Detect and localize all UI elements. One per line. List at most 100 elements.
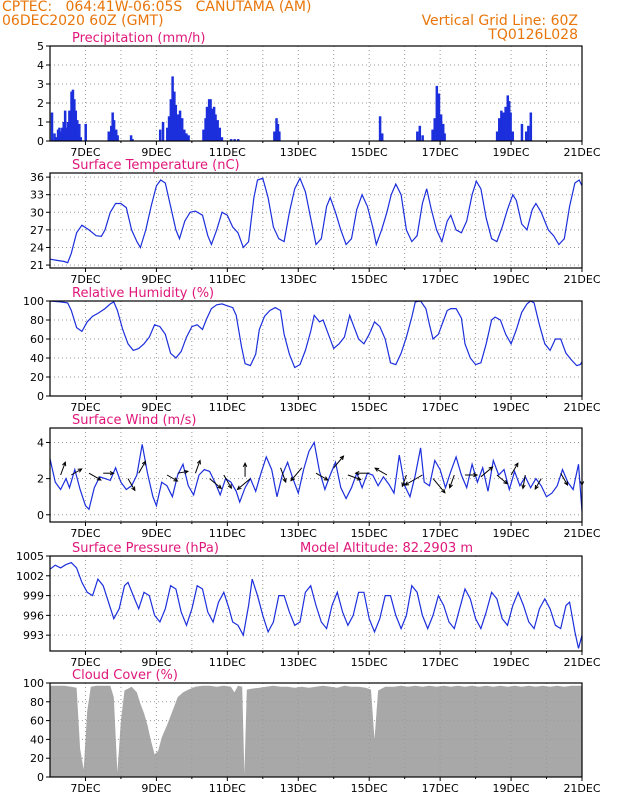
wind-vector (374, 467, 388, 476)
header-model-id: TQ0126L028 (488, 27, 578, 43)
precipitation-bar (378, 116, 382, 141)
wind-vector (449, 474, 455, 488)
precipitation-bar (443, 133, 446, 141)
wind-vector-head (96, 476, 102, 481)
wind-vector-head (282, 478, 287, 484)
precipitation-bar (54, 137, 58, 141)
precipitation-bar (416, 131, 419, 141)
precipitation-bar (171, 76, 174, 141)
wind-vector-head (503, 479, 509, 485)
pressure-ytick-label: 996 (23, 609, 44, 622)
precipitation-bar (204, 118, 207, 141)
wind-vector-head (404, 481, 410, 486)
cloud-cover-xtick-label: 15DEC (351, 782, 388, 795)
precipitation-bar (229, 139, 233, 141)
precipitation-bar (500, 110, 503, 141)
temperature-xtick-label: 17DEC (422, 273, 459, 286)
humidity-ytick-label: 80 (30, 314, 44, 327)
wind-vector-head (173, 477, 179, 482)
wind-vector (480, 466, 493, 478)
precipitation-ytick-label: 1 (37, 116, 44, 129)
wind-vector-head (227, 484, 232, 490)
wind-vector-head (534, 484, 539, 491)
wind-vector (510, 462, 519, 476)
pressure-xtick-label: 17DEC (422, 656, 459, 669)
precipitation-bar (84, 123, 87, 141)
cloud-cover-ytick-label: 60 (30, 715, 44, 728)
temperature-line (49, 176, 583, 264)
precipitation-bar (74, 110, 78, 141)
precipitation-bar (273, 131, 276, 141)
wind-xtick-label: 11DEC (209, 527, 246, 540)
wind-vector (315, 472, 329, 481)
humidity-line (49, 300, 583, 369)
wind-vector (496, 474, 508, 485)
wind-xtick-label: 21DEC (563, 527, 600, 540)
precipitation-bar (506, 95, 510, 141)
precipitation-bar (210, 108, 214, 141)
wind-vector-head (448, 483, 453, 489)
wind-vector-head (521, 484, 526, 490)
pressure-frame (49, 555, 583, 652)
wind-ytick-label: 0 (37, 509, 44, 522)
precipitation-bar (498, 118, 501, 141)
precipitation-bar (236, 139, 240, 141)
precipitation-bar (209, 99, 212, 141)
precipitation-bar (114, 129, 118, 141)
precipitation-bar (418, 125, 422, 141)
precipitation-bar (56, 129, 60, 141)
cloud-cover-xtick-label: 11DEC (209, 782, 246, 795)
precipitation-bar (58, 127, 61, 141)
precipitation-bar (524, 131, 528, 141)
humidity-title: Relative Humidity (%) (72, 286, 214, 301)
wind-vector (522, 474, 526, 489)
wind-xtick-label: 13DEC (280, 527, 317, 540)
precipitation-bar (507, 101, 511, 141)
precipitation-bar (527, 125, 530, 141)
wind-xtick-label: 15DEC (351, 527, 388, 540)
wind-vector (534, 478, 542, 490)
precipitation-ytick-label: 2 (37, 97, 44, 110)
humidity-ytick-label: 60 (30, 333, 44, 346)
precipitation-bar (207, 99, 211, 141)
wind-vector-head (339, 455, 345, 461)
wind-vector-head (488, 466, 494, 471)
precipitation-bar (174, 104, 178, 141)
precipitation-bar (216, 120, 219, 141)
wind-vector (432, 478, 446, 494)
header-run-date: 06DEC2020 60Z (GMT) (2, 13, 164, 29)
precipitation-bar (78, 123, 81, 141)
precipitation-bar (439, 114, 443, 141)
cloud-cover-xtick-label: 17DEC (422, 782, 459, 795)
precipitation-bar (220, 137, 224, 141)
precipitation-bar (73, 99, 76, 141)
precipitation-bar (112, 120, 116, 141)
wind-vector (177, 470, 189, 474)
cloud-cover-xtick-label: 21DEC (563, 782, 600, 795)
wind-xtick-label: 17DEC (422, 527, 459, 540)
precipitation-bar (50, 112, 54, 141)
precipitation-bar (218, 127, 222, 141)
precipitation-bar (75, 120, 79, 141)
precipitation-bar (71, 89, 75, 141)
precipitation-bar (161, 122, 165, 141)
temperature-xtick-label: 9DEC (141, 273, 171, 286)
wind-xtick-label: 7DEC (70, 527, 100, 540)
precipitation-bar (509, 112, 512, 141)
wind-vector (166, 474, 178, 482)
precipitation-bar (183, 129, 186, 141)
precipitation-bar (111, 112, 114, 141)
precipitation-bar (433, 118, 436, 141)
cloud-cover-ytick-label: 100 (23, 677, 44, 690)
precipitation-bar (158, 129, 162, 141)
temperature-xtick-label: 15DEC (351, 273, 388, 286)
precipitation-bar (421, 135, 424, 141)
pressure-ytick-label: 1002 (16, 570, 44, 583)
precipitation-xtick-label: 21DEC (563, 146, 600, 159)
wind-vector-head (323, 476, 329, 481)
precipitation-title: Precipitation (mm/h) (72, 31, 205, 46)
wind-line (49, 440, 583, 512)
precipitation-bar (233, 139, 236, 141)
wind-vector-head (109, 471, 115, 476)
